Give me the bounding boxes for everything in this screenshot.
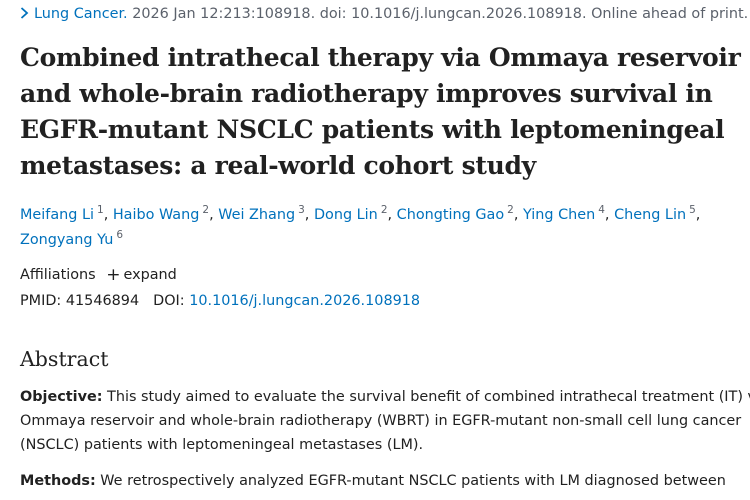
citation-details: 2026 Jan 12:213:108918. doi: 10.1016/j.l… xyxy=(132,6,749,22)
journal-link[interactable]: Lung Cancer. xyxy=(34,6,128,22)
affiliation-number: 6 xyxy=(116,229,124,241)
abstract-methods: Methods: We retrospectively analyzed EGF… xyxy=(20,469,732,493)
author-link[interactable]: Cheng Lin 5 xyxy=(614,204,696,223)
title-line: metastases: a real-world cohort study xyxy=(20,151,536,180)
author-name: Chongting Gao xyxy=(396,207,505,223)
affiliation-number: 2 xyxy=(507,204,514,216)
citation-line: Lung Cancer. 2026 Jan 12:213:108918. doi… xyxy=(20,4,748,24)
chevron-right-icon xyxy=(20,4,34,24)
affiliation-number: 3 xyxy=(298,204,305,216)
author-link[interactable]: Chongting Gao 2 xyxy=(396,204,514,223)
objective-line: Objective: This study aimed to evaluate … xyxy=(20,385,750,409)
affiliations-expand-button[interactable]: + expand xyxy=(106,265,177,285)
affiliations-row: Affiliations + expand xyxy=(20,264,177,286)
objective-label: Objective: xyxy=(20,389,103,405)
author-name: Meifang Li xyxy=(20,207,94,223)
affiliation-number: 2 xyxy=(202,204,210,216)
pmid-value: 41546894 xyxy=(65,293,140,309)
author-list: Meifang Li 1, Haibo Wang 2, Wei Zhang 3, Do… xyxy=(20,204,701,248)
affiliation-number: 2 xyxy=(380,204,388,216)
author-link[interactable]: Dong Lin 2 xyxy=(313,204,388,223)
author-name: Ying Chen xyxy=(522,207,596,223)
objective-text: This study aimed to evaluate the surviva… xyxy=(107,389,750,405)
methods-line: Methods: We retrospectively analyzed EGF… xyxy=(20,469,732,493)
expand-label: expand xyxy=(123,267,177,283)
title-line: EGFR-mutant NSCLC patients with leptomen… xyxy=(20,115,725,144)
identifiers-row: PMID: 41546894 DOI: 10.1016/j.lungcan.202… xyxy=(20,290,420,312)
author-name: Haibo Wang xyxy=(112,207,200,223)
methods-text: We retrospectively analyzed EGFR-mutant … xyxy=(100,473,726,489)
plus-icon: + xyxy=(106,265,121,285)
abstract-objective: Objective: This study aimed to evaluate … xyxy=(20,385,750,457)
abstract-heading: Abstract xyxy=(20,347,109,371)
methods-label: Methods: xyxy=(20,473,96,489)
author-name: Wei Zhang xyxy=(218,207,296,223)
author-link[interactable]: Wei Zhang 3 xyxy=(218,204,305,223)
author-link[interactable]: Meifang Li 1 xyxy=(20,204,104,223)
author-name: Cheng Lin xyxy=(614,207,687,223)
title-line: and whole-brain radiotherapy improves su… xyxy=(20,79,713,108)
author-name: Zongyang Yu xyxy=(20,232,114,248)
affiliation-number: 4 xyxy=(598,204,605,216)
pmid-label: PMID: xyxy=(20,293,62,309)
affiliation-number: 1 xyxy=(97,204,104,216)
affiliations-label: Affiliations xyxy=(20,267,96,283)
title-line: Combined intrathecal therapy via Ommaya … xyxy=(20,43,741,72)
author-name: Dong Lin xyxy=(313,207,378,223)
author-link[interactable]: Haibo Wang 2 xyxy=(112,204,210,223)
author-link[interactable]: Ying Chen 4 xyxy=(522,204,605,223)
affiliation-number: 5 xyxy=(689,204,696,216)
doi-label: DOI: xyxy=(153,293,185,309)
objective-line: Ommaya reservoir and whole-brain radioth… xyxy=(20,413,742,429)
author-link[interactable]: Zongyang Yu 6 xyxy=(20,229,124,248)
article-title: Combined intrathecal therapy via Ommaya … xyxy=(20,40,741,184)
doi-link[interactable]: 10.1016/j.lungcan.2026.108918 xyxy=(189,293,421,309)
objective-line: (NSCLC) patients with leptomeningeal met… xyxy=(20,437,424,453)
